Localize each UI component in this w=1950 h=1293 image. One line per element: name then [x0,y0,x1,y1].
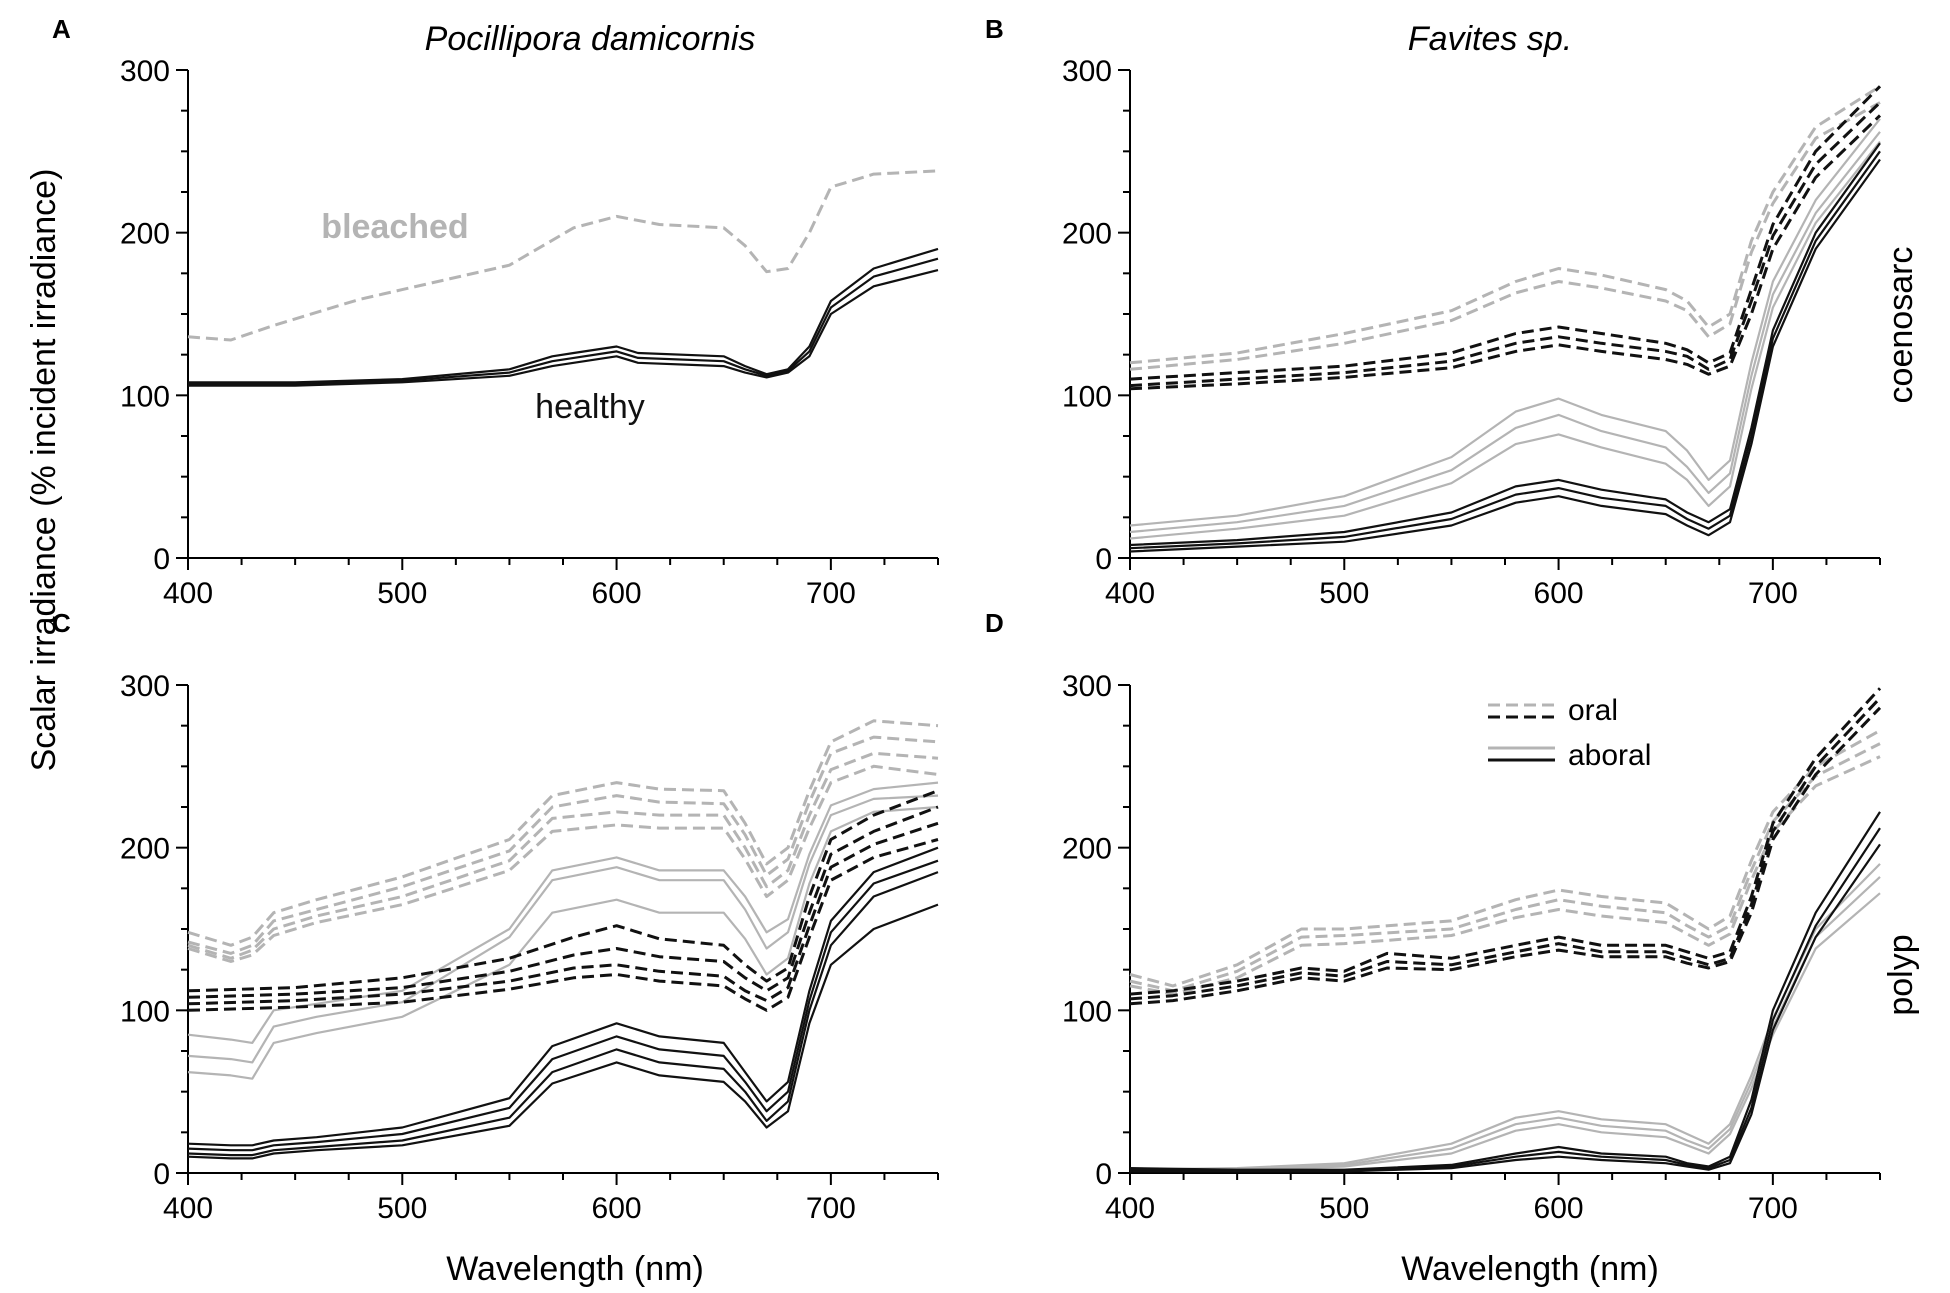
y-tick-label-c: 0 [153,1158,170,1191]
series-line-b-bleached-aboral-1 [1129,118,1881,527]
series-line-d-healthy-oral-2 [1129,696,1882,1001]
series-line-d-bleached-oral-2 [1129,742,1881,993]
panel-letter-d: D [985,608,1004,638]
series-line-a-healthy-2 [188,257,939,385]
x-tick-label-a: 500 [377,577,427,610]
x-tick-label-c: 400 [163,1192,213,1225]
panel-letter-a: A [52,14,71,44]
series-line-c-bleached-oral-2 [187,735,939,955]
y-tick-label-b: 0 [1095,543,1112,576]
y-tick-label-c: 200 [120,833,170,866]
series-line-c-bleached-oral-4 [187,764,939,963]
chart-panel-a: 400 500 600 700 0 100 200 300 [120,55,939,610]
y-tick-label-d: 300 [1062,670,1112,703]
series-line-c-healthy-aboral-4 [187,903,939,1160]
series-line-c-healthy-aboral-2 [187,859,939,1152]
series-line-c-healthy-aboral-3 [187,871,939,1157]
x-tick-label-d: 500 [1319,1192,1369,1225]
series-line-a-healthy-1 [188,247,939,384]
series-line-b-bleached-oral-1 [1129,85,1881,365]
series-line-c-healthy-oral-3 [187,821,939,1006]
x-tick-label-b: 700 [1748,577,1798,610]
series-line-d-healthy-aboral-3 [1130,843,1881,1173]
plot-area: 400 500 600 700 0 100 200 300 400 500 600 700 0 100 20… [120,55,1882,1225]
series-line-d-healthy-aboral-1 [1129,811,1881,1171]
y-tick-label-a: 0 [153,543,170,576]
y-tick-label-d: 0 [1095,1158,1112,1191]
x-tick-label-d: 700 [1748,1192,1798,1225]
panel-letter-c: C [52,608,71,638]
x-tick-label-c: 700 [806,1192,856,1225]
x-tick-label-a: 700 [806,577,856,610]
x-tick-label-c: 600 [592,1192,642,1225]
x-tick-label-a: 600 [592,577,642,610]
x-tick-label-a: 400 [163,577,213,610]
y-tick-label-a: 200 [120,218,170,251]
series-line-a-healthy-3 [188,269,939,387]
series-line-c-healthy-aboral-1 [187,846,939,1147]
series-line-d-healthy-aboral-2 [1129,827,1881,1173]
x-axis-title-left: Wavelength (nm) [446,1250,704,1288]
series-line-c-healthy-oral-1 [187,789,939,993]
series-line-b-healthy-aboral-2 [1129,150,1881,550]
chart-panel-b: 400 500 600 700 0 100 200 300 [1062,55,1882,610]
panel-letter-b: B [985,14,1004,44]
x-tick-label-d: 400 [1105,1192,1155,1225]
x-tick-label-b: 600 [1534,577,1584,610]
annotation-bleached: bleached [321,208,468,246]
species-title-left: Pocillipora damicornis [425,20,756,58]
y-tick-label-d: 100 [1062,995,1112,1028]
series-line-b-bleached-oral-2 [1129,101,1881,371]
y-tick-label-d: 200 [1062,833,1112,866]
series-line-a-bleached [187,169,939,342]
legend-aboral-label: aboral [1568,739,1651,772]
series-line-b-healthy-aboral-3 [1129,158,1881,553]
y-tick-label-b: 100 [1062,380,1112,413]
y-tick-label-c: 100 [120,995,170,1028]
row-label-coenosarc: coenosarc [1882,247,1920,404]
series-line-b-healthy-oral-1 [1129,85,1882,381]
y-tick-label-c: 300 [120,670,170,703]
series-line-b-healthy-oral-3 [1129,114,1882,391]
series-line-c-bleached-aboral-1 [187,781,939,1045]
series-line-d-healthy-oral-3 [1129,706,1882,1006]
series-line-d-bleached-aboral-1 [1129,863,1881,1171]
x-tick-label-b: 400 [1105,577,1155,610]
series-line-c-bleached-aboral-2 [187,794,939,1064]
y-tick-label-b: 200 [1062,218,1112,251]
series-line-b-healthy-aboral-1 [1129,142,1881,547]
y-tick-label-a: 300 [120,55,170,88]
series-line-b-bleached-aboral-3 [1129,140,1881,540]
chart-panel-d: 400 500 600 700 0 100 200 300 [1062,670,1882,1225]
series-line-c-healthy-oral-4 [187,838,939,1012]
y-tick-label-b: 300 [1062,55,1112,88]
series-line-b-healthy-oral-2 [1129,101,1882,388]
row-label-polyp: polyp [1882,934,1920,1015]
series-line-c-healthy-oral-2 [187,805,939,999]
y-axis-title: Scalar irradiance (% incident irradiance… [25,169,63,772]
species-title-right: Favites sp. [1408,20,1572,58]
legend-oral-label: oral [1568,694,1618,727]
x-tick-label-b: 500 [1319,577,1369,610]
series-line-d-healthy-oral-1 [1129,687,1882,996]
series-line-d-bleached-oral-1 [1129,729,1881,988]
x-tick-label-d: 600 [1534,1192,1584,1225]
annotation-healthy: healthy [535,388,645,426]
series-line-c-bleached-oral-3 [187,751,939,960]
y-tick-label-a: 100 [120,380,170,413]
series-line-c-bleached-oral-1 [187,719,939,947]
series-line-b-bleached-aboral-2 [1129,131,1881,534]
x-tick-label-c: 500 [377,1192,427,1225]
legend: oral aboral [1488,694,1651,772]
chart-panel-c: 400 500 600 700 0 100 200 300 [120,670,939,1225]
x-axis-title-right: Wavelength (nm) [1401,1250,1659,1288]
series-line-c-bleached-aboral-3 [187,805,939,1080]
